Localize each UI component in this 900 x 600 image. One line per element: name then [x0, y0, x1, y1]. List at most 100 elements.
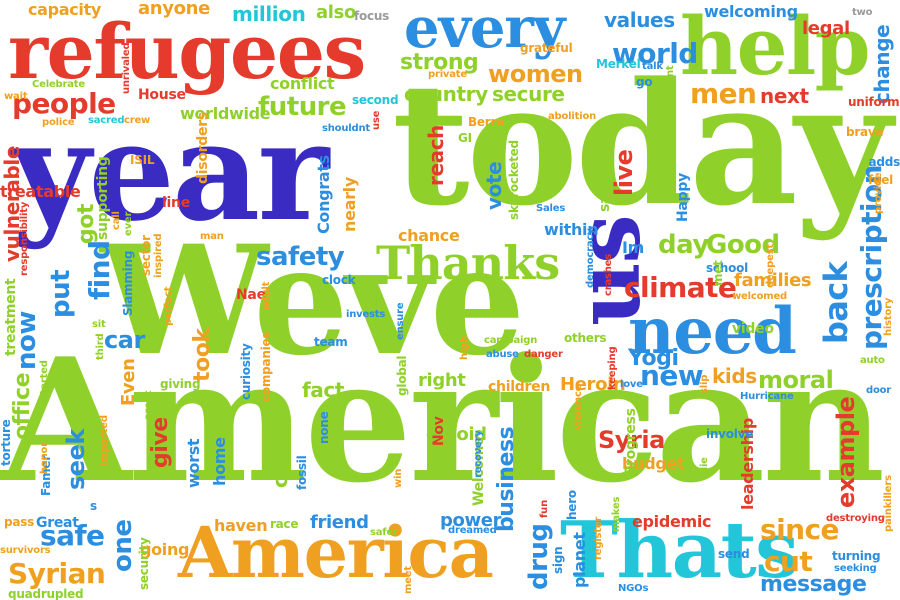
word-back: back — [817, 261, 855, 344]
word-go: go — [636, 75, 653, 89]
word-day: day — [658, 230, 709, 260]
word-campaign: campaign — [484, 335, 538, 346]
word-history: history — [883, 297, 894, 336]
word-every: every — [404, 0, 565, 61]
word-isil: ISIL — [130, 153, 155, 167]
word-deepest: deepest — [765, 244, 776, 288]
word-put: put — [46, 270, 76, 318]
word-focus: focus — [354, 9, 390, 23]
word-provide: provide — [873, 172, 884, 214]
word-vote: vote — [482, 161, 506, 210]
word-today: today — [392, 45, 892, 243]
word-companies: companies — [259, 331, 273, 402]
word-worldwide: worldwide — [180, 104, 271, 123]
word-keeping: keeping — [607, 346, 618, 390]
word-world: world — [612, 37, 698, 70]
word-impacted: impacted — [99, 415, 110, 466]
word-great: Great — [36, 515, 79, 531]
word-use: use — [371, 110, 382, 130]
word-im: Im — [622, 238, 644, 257]
word-fossil: fossil — [295, 455, 309, 490]
word-violence: violence — [573, 384, 584, 430]
word-thats: Thats — [560, 505, 799, 596]
word-country: country — [404, 82, 488, 106]
word-clean: clean — [268, 429, 292, 488]
word-values: values — [604, 8, 675, 32]
word-hero: hero — [565, 490, 579, 520]
word-reach: reach — [424, 124, 448, 186]
word-sacred: sacred — [88, 115, 125, 126]
word-legal: legal — [802, 18, 850, 39]
word-turning: turning — [832, 549, 881, 563]
word-car: car — [104, 326, 145, 354]
word-weve: Weve — [100, 213, 525, 389]
word-auto: auto — [860, 355, 885, 366]
word-unrivaled: unrivaled — [121, 42, 132, 94]
word-secure: secure — [492, 82, 565, 106]
word-involve: involve — [706, 427, 754, 441]
word-sacrifice: sacrifice — [597, 148, 613, 212]
word-year: year — [12, 92, 329, 252]
word-seek: seek — [62, 429, 90, 490]
word-refugees: refugees — [8, 7, 366, 96]
word-change: change — [870, 24, 894, 104]
word-police: police — [42, 117, 75, 128]
word-happy: Happy — [675, 173, 691, 222]
word-congrats: Congrats — [314, 155, 333, 234]
word-dreamed: dreamed — [448, 525, 497, 536]
word-win: win — [393, 468, 404, 488]
word-curiosity: curiosity — [239, 343, 253, 400]
word-moral: moral — [758, 366, 834, 394]
word-million: million — [232, 2, 306, 26]
word-torture: torture — [0, 419, 13, 466]
word-safe: safe — [40, 519, 105, 552]
word-second: second — [352, 93, 399, 107]
word-right: right — [418, 370, 466, 391]
word-yogi: Yogi — [628, 346, 679, 371]
word-white: White — [654, 105, 678, 170]
word-one: one — [108, 519, 138, 572]
word-need: need — [628, 294, 797, 369]
word-crashes: crashes — [603, 253, 614, 296]
word-conflict: conflict — [270, 74, 335, 93]
word-abuse: abuse — [486, 349, 519, 360]
word-planet: planet — [570, 532, 589, 588]
word-sit: sit — [92, 319, 106, 330]
word-ensure: ensure — [395, 302, 406, 341]
word-home: home — [210, 437, 229, 486]
word-giving: giving — [160, 377, 201, 391]
word-school: school — [706, 261, 748, 275]
word-brave: brave — [846, 125, 884, 139]
word-third: third — [95, 333, 106, 360]
word-nearly: nearly — [340, 177, 359, 232]
word-children: children — [488, 379, 551, 395]
word-inspired: inspired — [153, 233, 164, 278]
word-welcomed: welcomed — [732, 291, 788, 302]
word-high: high — [459, 335, 470, 360]
word-disorders: disorders — [195, 112, 211, 184]
word-thanks: Thanks — [376, 236, 560, 290]
word-register: register — [593, 516, 604, 560]
word-anyone: anyone — [138, 0, 210, 19]
word-responsibility: responsibility — [19, 201, 30, 276]
word-budget: budget — [622, 454, 685, 473]
word-crew: crew — [124, 115, 151, 126]
word-sector: sector — [139, 235, 153, 276]
word-slamming: Slamming — [121, 250, 135, 316]
word-next: next — [760, 84, 809, 108]
word-climate: climate — [624, 271, 737, 304]
word-met: met — [711, 260, 725, 286]
word-cut: cut — [764, 545, 813, 578]
word-private: private — [428, 69, 467, 80]
word-families: families — [734, 270, 812, 291]
word-men: men — [690, 77, 757, 110]
word-danger: danger — [524, 349, 563, 360]
word-people: people — [12, 87, 116, 120]
word-painkillers: painkillers — [883, 475, 894, 532]
word-abolition: abolition — [548, 111, 597, 122]
word-strong: strong — [400, 50, 479, 75]
word-pass: pass — [4, 515, 35, 529]
word-worst: worst — [184, 438, 203, 488]
word-going: going — [140, 540, 190, 559]
